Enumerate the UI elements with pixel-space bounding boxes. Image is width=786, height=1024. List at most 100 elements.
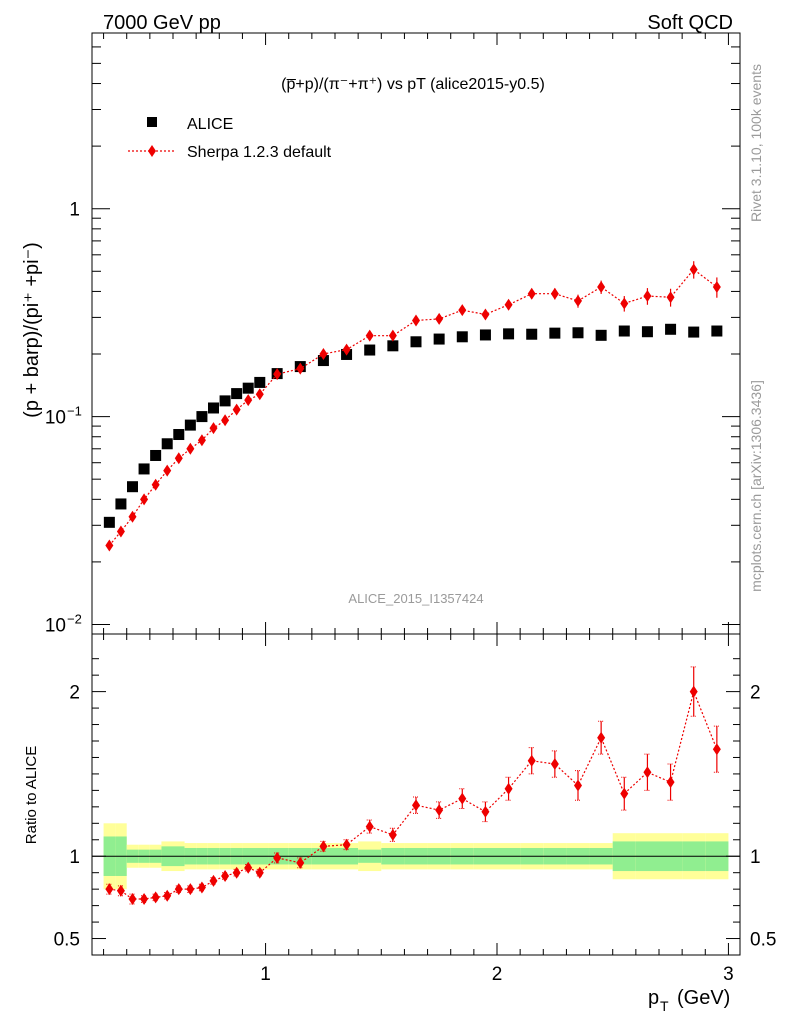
sherpa-point: [186, 442, 195, 455]
alice-point: [479, 329, 491, 341]
sherpa-point: [221, 414, 230, 427]
ratio-sherpa-point: [296, 856, 305, 869]
alice-point: [161, 438, 173, 450]
sherpa-point: [273, 368, 282, 381]
ratio-sherpa-point: [151, 891, 160, 904]
alice-point: [572, 327, 584, 339]
sherpa-point: [504, 298, 513, 311]
alice-point: [688, 326, 700, 338]
ratio-sherpa-point: [458, 792, 467, 805]
ratio-sherpa-point: [574, 779, 582, 792]
ratio-y-tick-label-right: 0.5: [750, 930, 776, 951]
sherpa-point: [550, 287, 559, 300]
ratio-sherpa-point: [388, 828, 397, 841]
ratio-sherpa-point: [232, 866, 241, 879]
ratio-sherpa-point: [244, 861, 253, 874]
sherpa-point: [342, 343, 351, 356]
ratio-y-tick-label: 0.5: [54, 930, 80, 951]
alice-point: [595, 329, 607, 341]
alice-point: [219, 395, 231, 407]
ratio-sherpa-point: [273, 851, 282, 864]
rivet-version-label: Rivet 3.1.10, 100k events: [748, 64, 764, 222]
alice-point: [184, 419, 196, 431]
sherpa-point: [666, 291, 675, 304]
alice-point: [138, 463, 150, 475]
ratio-y-tick-label-right: 2: [750, 683, 761, 704]
ratio-sherpa-point: [527, 754, 536, 767]
sherpa-point: [140, 493, 149, 506]
sherpa-point: [105, 539, 114, 552]
y-tick-label: 10: [45, 408, 66, 429]
alice-point: [456, 331, 468, 343]
legend: ALICE Sherpa 1.2.3 default: [128, 116, 332, 161]
svg-text:T: T: [660, 998, 669, 1014]
alice-point: [364, 344, 376, 356]
alice-point: [641, 326, 653, 338]
analysis-watermark: ALICE_2015_I1357424: [348, 591, 483, 606]
ratio-plot-panel: 1 2 3 0.5 0.5 1 1 2 2: [54, 633, 776, 985]
ratio-sherpa-point: [412, 799, 420, 812]
sherpa-point: [163, 464, 172, 477]
sherpa-point: [116, 525, 125, 538]
sherpa-point: [319, 348, 328, 361]
ratio-sherpa-point: [174, 883, 183, 896]
ratio-sherpa-point: [666, 776, 675, 789]
y-tick-exponent: −1: [67, 404, 82, 419]
ratio-sherpa-point: [712, 743, 721, 756]
y-tick-exponent: −2: [67, 611, 82, 626]
sherpa-point: [458, 304, 467, 317]
alice-point: [549, 327, 561, 339]
x-axis-label: p T (GeV): [648, 987, 730, 1014]
sherpa-point: [209, 422, 218, 435]
sherpa-point: [527, 287, 536, 300]
alice-point: [618, 325, 630, 337]
legend-label-sherpa: Sherpa 1.2.3 default: [187, 144, 332, 161]
alice-point: [387, 340, 399, 352]
ratio-sherpa-point: [105, 883, 114, 896]
sherpa-point: [597, 281, 606, 294]
ratio-sherpa-point: [597, 731, 606, 744]
ratio-y-tick-label: 2: [69, 683, 80, 704]
alice-point: [127, 481, 138, 493]
alice-point: [317, 355, 329, 367]
ratio-sherpa-point: [365, 820, 374, 833]
y-tick-label: 10: [45, 615, 66, 636]
sherpa-point: [574, 294, 582, 307]
sherpa-point: [388, 329, 397, 342]
sherpa-line: [108, 268, 718, 546]
alice-point: [711, 325, 723, 337]
legend-marker-sherpa: [148, 145, 156, 157]
alice-point: [503, 328, 515, 340]
ratio-sherpa-point: [481, 805, 490, 818]
sherpa-point: [412, 314, 420, 327]
alice-point: [173, 429, 185, 441]
ratio-sherpa-point: [163, 889, 172, 902]
alice-point: [115, 498, 127, 510]
sherpa-point: [481, 308, 490, 321]
svg-text:p: p: [648, 987, 659, 1009]
ratio-sherpa-point: [255, 866, 264, 879]
sherpa-point: [712, 281, 721, 294]
plot-title: (p̅+p)/(π⁻+π⁺) vs pT (alice2015-y0.5): [281, 76, 545, 93]
ratio-y-tick-label: 1: [69, 847, 80, 868]
ratio-sherpa-point: [689, 685, 698, 698]
sherpa-point: [128, 510, 137, 523]
ratio-sherpa-point: [128, 893, 137, 906]
legend-marker-alice: [147, 117, 157, 127]
ratio-sherpa-point: [550, 758, 559, 771]
sherpa-point: [643, 290, 652, 303]
sherpa-point: [151, 478, 160, 491]
ratio-sherpa-point: [140, 893, 149, 906]
sherpa-point: [174, 452, 183, 465]
ratio-sherpa-point: [620, 787, 629, 800]
sherpa-point: [620, 297, 629, 310]
sherpa-point: [296, 362, 305, 375]
y-axis-label: (p + barp)/(pi⁺ +pi⁻): [21, 242, 43, 418]
alice-point: [526, 328, 538, 340]
ratio-y-tick-label-right: 1: [750, 847, 761, 868]
sherpa-point: [365, 329, 374, 342]
sherpa-point: [232, 403, 241, 416]
sherpa-point: [255, 388, 264, 401]
alice-point: [231, 388, 243, 400]
